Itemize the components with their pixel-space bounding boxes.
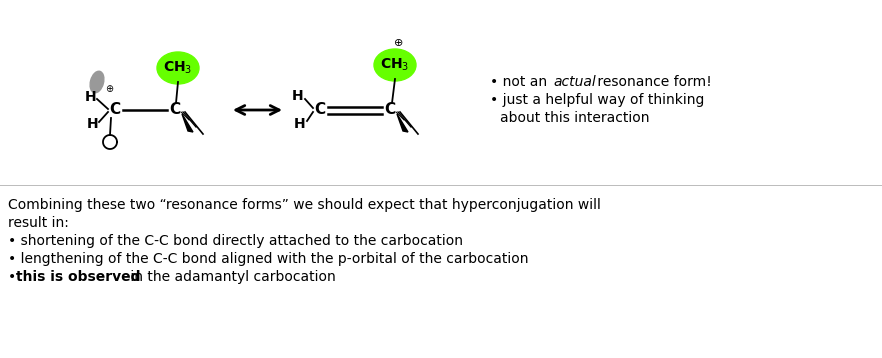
Text: C: C [109, 102, 121, 117]
Text: result in:: result in: [8, 216, 69, 230]
Text: C: C [385, 102, 395, 117]
Text: H: H [86, 90, 97, 104]
Text: H: H [292, 89, 303, 103]
Text: H: H [87, 117, 99, 131]
Text: •: • [8, 270, 20, 284]
Text: this is observed: this is observed [16, 270, 140, 284]
Text: about this interaction: about this interaction [500, 111, 649, 125]
Ellipse shape [374, 49, 416, 81]
Text: H: H [295, 117, 306, 131]
Text: $\oplus$: $\oplus$ [392, 38, 403, 48]
Text: C: C [169, 102, 181, 117]
Text: resonance form!: resonance form! [593, 75, 712, 89]
Text: • lengthening of the C-C bond aligned with the p-orbital of the carbocation: • lengthening of the C-C bond aligned wi… [8, 252, 528, 266]
Text: C: C [315, 102, 325, 117]
Ellipse shape [157, 52, 199, 84]
Text: in the adamantyl carbocation: in the adamantyl carbocation [126, 270, 336, 284]
Ellipse shape [90, 71, 104, 93]
Text: $\oplus$: $\oplus$ [105, 82, 115, 93]
Text: CH$_3$: CH$_3$ [163, 60, 192, 76]
Text: • not an: • not an [490, 75, 551, 89]
Text: CH$_3$: CH$_3$ [380, 57, 409, 73]
Text: • just a helpful way of thinking: • just a helpful way of thinking [490, 93, 705, 107]
Text: • shortening of the C-C bond directly attached to the carbocation: • shortening of the C-C bond directly at… [8, 234, 463, 248]
Polygon shape [182, 114, 193, 132]
Polygon shape [397, 114, 408, 132]
Text: Combining these two “resonance forms” we should expect that hyperconjugation wil: Combining these two “resonance forms” we… [8, 198, 601, 212]
Text: actual: actual [553, 75, 595, 89]
